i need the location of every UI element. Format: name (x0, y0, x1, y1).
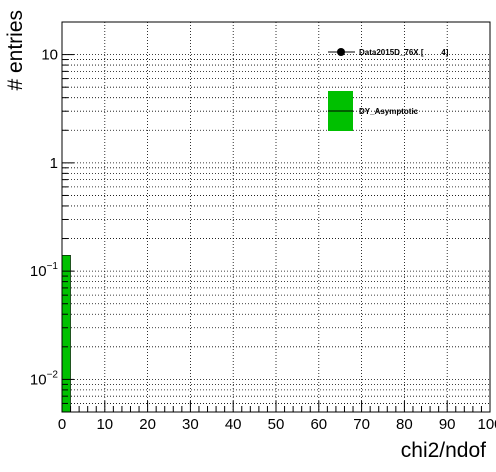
x-axis-title: chi2/ndof (401, 439, 486, 462)
y-tick-label: 10−1 (30, 261, 59, 280)
x-tick-label: 80 (396, 416, 413, 433)
x-tick-label: 40 (225, 416, 242, 433)
x-tick-label: 30 (182, 416, 199, 433)
x-tick-label: 70 (353, 416, 370, 433)
x-tick-label: 60 (310, 416, 327, 433)
y-tick-label: 10 (41, 47, 58, 64)
legend-data-marker (337, 48, 345, 56)
y-tick-label: 10−2 (30, 369, 59, 388)
x-tick-label: 90 (439, 416, 456, 433)
axis-ticks (61, 21, 491, 413)
x-tick-label: 100 (477, 416, 496, 433)
histogram-bar (61, 255, 71, 413)
legend-label-mc: DY_Asymptotic (359, 107, 419, 116)
legend: Data2015D_76X [ 4] DY_Asymptotic (328, 48, 449, 131)
histogram-bars (61, 255, 71, 413)
x-tick-label: 50 (268, 416, 285, 433)
x-tick-label: 10 (96, 416, 113, 433)
y-axis-title: # entries (4, 10, 27, 91)
x-tick-label: 20 (139, 416, 156, 433)
y-tick-label: 1 (50, 155, 58, 172)
legend-label-data: Data2015D_76X [ 4] (359, 48, 449, 57)
grid-lines (62, 21, 490, 413)
x-tick-label: 0 (58, 416, 66, 433)
tick-labels: 0 10 20 30 40 50 60 70 80 90 100 10−2 10−1 1 10 (30, 47, 496, 433)
